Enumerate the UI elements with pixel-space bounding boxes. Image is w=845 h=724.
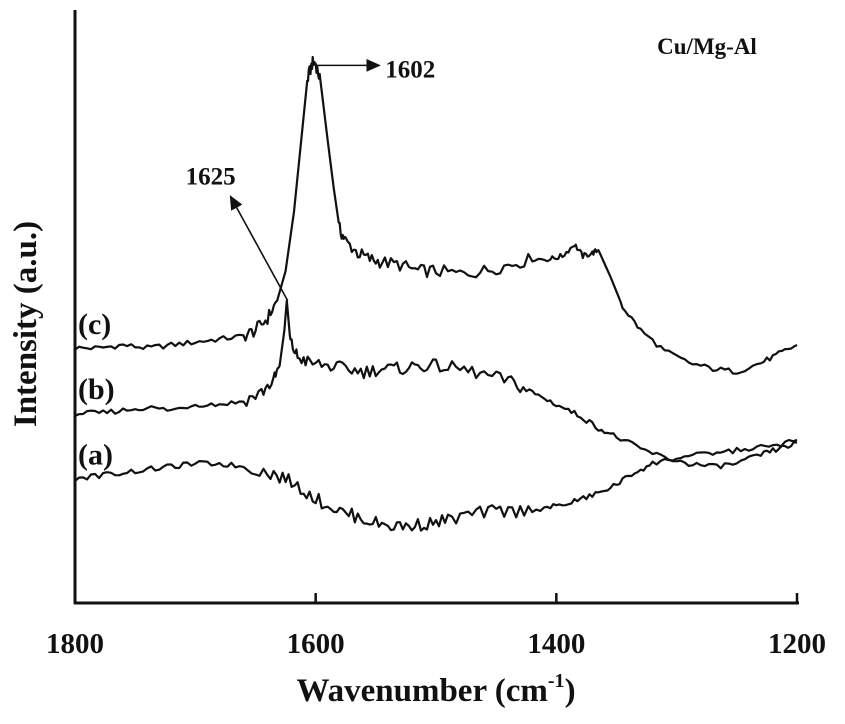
x-ticks: 1800 1600 1400 1200: [46, 593, 826, 660]
spectra: (c) (b) (a): [74, 55, 798, 532]
x-axis-title-main: Wavenumber (cm: [296, 673, 547, 709]
annotations: 1602 1625: [186, 56, 435, 301]
x-tick-label: 1200: [768, 628, 826, 660]
annotation-arrow-1625: [229, 195, 289, 301]
x-tick-label: 1400: [527, 628, 585, 660]
x-tick-label: 1600: [287, 628, 345, 660]
curve-label: (b): [78, 373, 115, 406]
x-axis-title: Wavenumber (cm-1): [296, 670, 575, 709]
spectrum-line: [74, 438, 798, 532]
y-axis-title: Intensity (a.u.): [8, 221, 44, 427]
x-axis-title-sup: -1: [548, 670, 565, 692]
sample-label: Cu/Mg-Al: [657, 34, 757, 59]
spectrum-line: [74, 55, 798, 375]
curve-label: (a): [78, 438, 113, 471]
x-tick-label: 1800: [46, 628, 104, 660]
curve-label: (c): [78, 308, 111, 341]
spectrum-line: [74, 299, 798, 470]
annotation-1602: 1602: [385, 56, 435, 83]
x-axis-title-close: ): [565, 673, 576, 709]
annotation-1625: 1625: [186, 164, 236, 191]
